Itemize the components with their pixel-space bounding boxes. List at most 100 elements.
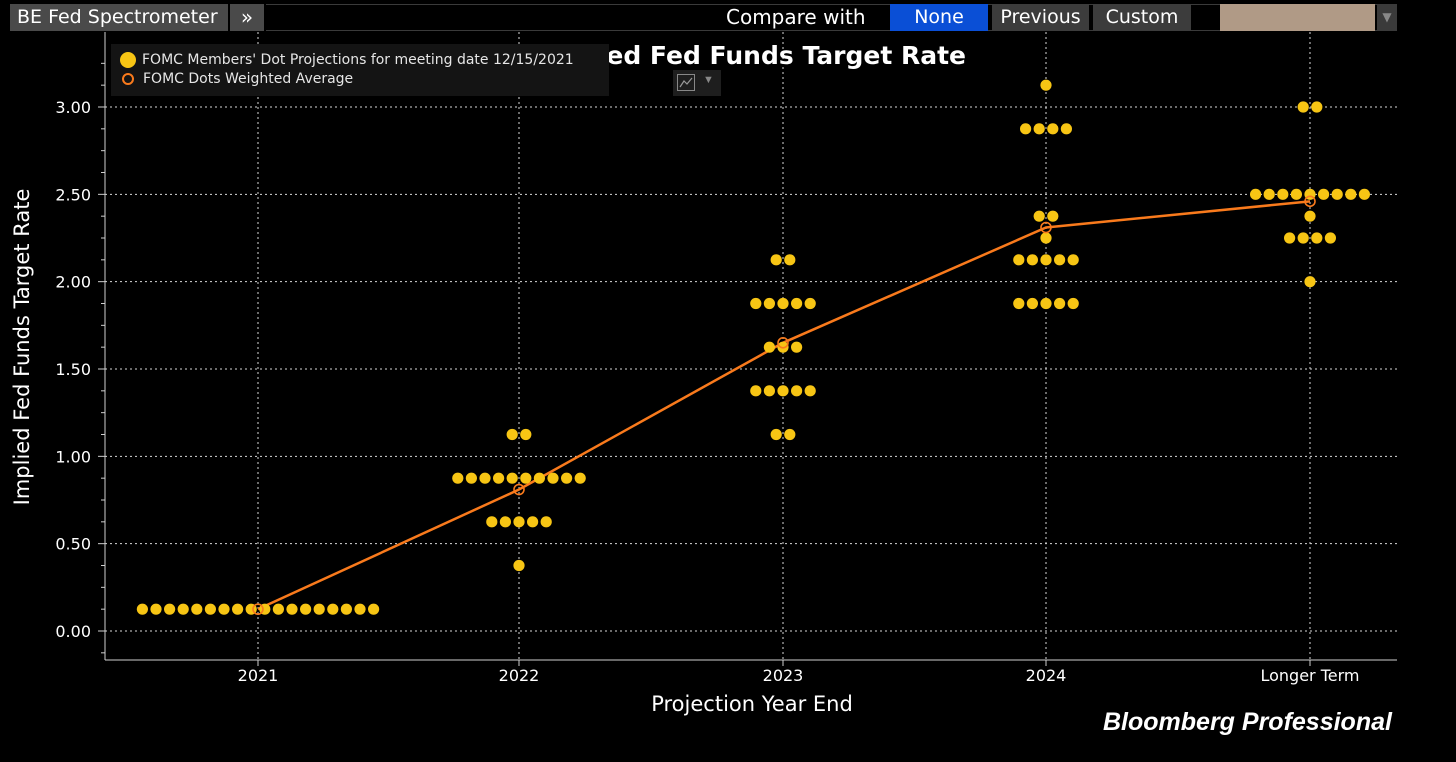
weighted-average-point [513, 483, 525, 496]
legend: FOMC Members' Dot Projections for meetin… [111, 44, 609, 96]
dot-point [520, 428, 532, 441]
compare-none-button[interactable]: None [890, 4, 988, 31]
line-chart-icon[interactable]: ▼ [673, 70, 721, 96]
dot-point [136, 603, 148, 615]
dot-point [1297, 101, 1309, 113]
weighted-average-markers [252, 195, 1316, 615]
y-axis-title: Implied Fed Funds Target Rate [10, 189, 34, 506]
weighted-average-point [777, 336, 789, 349]
dot-point [763, 385, 776, 397]
chevron-down-icon[interactable]: ▼ [1377, 4, 1397, 31]
dot-point [354, 603, 366, 615]
x-axis-title: Projection Year End [651, 692, 853, 716]
dot-point [777, 297, 789, 310]
weighted-average-line [257, 200, 1311, 611]
dot-point [533, 472, 546, 484]
dot-point [1297, 232, 1309, 244]
dot-point [763, 341, 776, 353]
dot-point [1040, 254, 1052, 266]
dot-point [540, 516, 552, 528]
dot-point [1263, 188, 1275, 200]
axes [98, 32, 1397, 666]
weighted-average-point [1304, 195, 1316, 208]
dot-point [1047, 210, 1059, 222]
y-tick-label: 1.00 [55, 447, 91, 466]
x-tick-label: 2023 [763, 666, 804, 685]
dot-point [1250, 188, 1262, 200]
dot-point [368, 603, 380, 615]
y-tick-label: 0.00 [55, 622, 91, 641]
x-tick-label: 2024 [1026, 666, 1067, 685]
dot-point [218, 603, 230, 615]
dot-point [1040, 79, 1052, 91]
dot-point [177, 603, 189, 615]
dot-point [1054, 297, 1066, 310]
dot-point [777, 385, 789, 397]
legend-label-average: FOMC Dots Weighted Average [143, 71, 354, 87]
dot-point [791, 385, 803, 397]
dot-point [750, 385, 762, 397]
dot-point [479, 472, 491, 484]
y-tick-label: 0.50 [55, 535, 91, 554]
y-tick-label: 2.50 [55, 185, 91, 204]
dot-point [286, 603, 298, 615]
weighted-average-point [252, 603, 264, 615]
dot-point [1026, 297, 1038, 310]
compare-with-label: Compare with [726, 5, 866, 29]
compare-custom-button[interactable]: Custom [1093, 4, 1191, 31]
dot-point [493, 472, 505, 484]
bloomberg-watermark: Bloomberg Professional [1103, 708, 1392, 736]
dot-point [1033, 210, 1045, 222]
dot-point [486, 516, 498, 528]
dot-point [1277, 188, 1289, 200]
dot-point [750, 297, 762, 310]
dot-point [1290, 188, 1302, 200]
dot-point [204, 603, 216, 615]
dot-point [770, 428, 782, 441]
dot-point [520, 472, 532, 484]
dot-point [232, 603, 244, 615]
double-chevron-right-icon[interactable]: » [230, 4, 264, 31]
dot-point [327, 603, 339, 615]
dot-point [791, 297, 803, 310]
hollow-circle-icon [122, 73, 134, 85]
dot-point [1060, 123, 1072, 135]
dot-point [1020, 123, 1032, 135]
app-title-button[interactable]: BE Fed Spectrometer [10, 4, 228, 31]
dot-point [513, 559, 525, 572]
weighted-average-point [1040, 221, 1052, 234]
y-tick-label: 2.00 [55, 273, 91, 292]
dot-point [804, 385, 816, 397]
dot-point [1345, 188, 1357, 200]
dot-point [763, 297, 776, 310]
dot-point [1054, 254, 1066, 266]
dot-point [1040, 297, 1052, 310]
dot-point [506, 428, 518, 441]
compare-previous-button[interactable]: Previous [992, 4, 1089, 31]
dot-point [1284, 232, 1296, 244]
dot-point [547, 472, 559, 484]
dot-point [574, 472, 586, 484]
dot-point [1318, 188, 1330, 200]
dot-point [465, 472, 477, 484]
legend-item-dots[interactable]: FOMC Members' Dot Projections for meetin… [120, 51, 574, 69]
legend-item-average[interactable]: FOMC Dots Weighted Average [121, 70, 353, 88]
x-tick-label: 2021 [238, 666, 279, 685]
dot-point [1040, 232, 1052, 244]
dot-projections-series [136, 79, 1370, 615]
filled-circle-icon [120, 52, 136, 68]
dot-point [784, 428, 796, 441]
dot-point [791, 341, 803, 353]
dot-point [300, 603, 312, 615]
dot-point [1013, 297, 1025, 310]
dot-point [1311, 101, 1323, 113]
dot-point [452, 472, 464, 484]
dot-point [164, 603, 176, 615]
dot-point [1026, 254, 1038, 266]
color-swatch-select[interactable] [1220, 4, 1375, 31]
dot-point [499, 516, 511, 528]
dot-point [1304, 276, 1316, 288]
dot-point [1013, 254, 1025, 266]
dot-point [784, 254, 796, 266]
